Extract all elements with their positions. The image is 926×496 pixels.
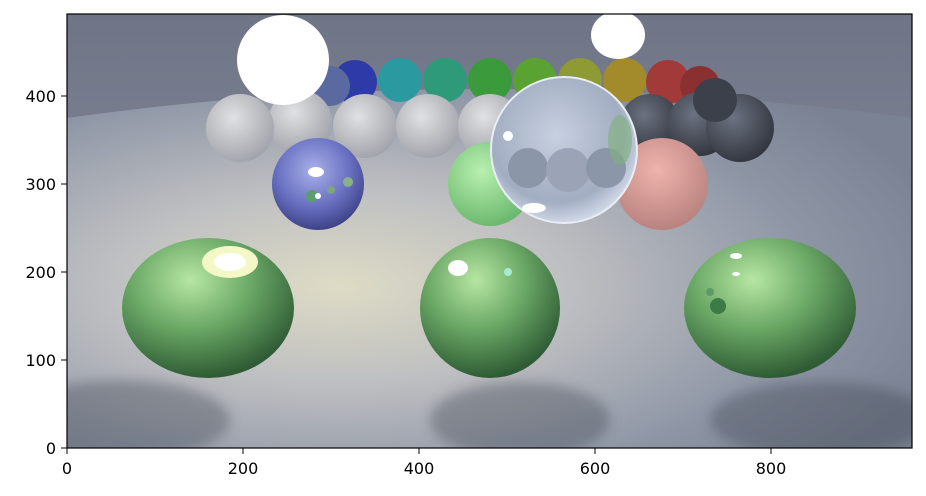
- clear-glass-sphere: [490, 76, 638, 224]
- y-tick-label: 200: [25, 263, 56, 282]
- middle-row-spheres: [206, 78, 774, 162]
- y-tick-label: 100: [25, 351, 56, 370]
- x-tick-label: 400: [404, 459, 435, 478]
- pink-sphere: [616, 138, 708, 230]
- green-glass-sphere-center: [420, 238, 560, 378]
- x-tick-label: 800: [756, 459, 787, 478]
- y-tick-label: 300: [25, 175, 56, 194]
- green-glass-sphere-left: [122, 238, 294, 378]
- light-source: [237, 15, 329, 105]
- x-tick-label: 0: [62, 459, 72, 478]
- x-tick-label: 600: [580, 459, 611, 478]
- y-axis: 0 100 200 300 400: [25, 87, 67, 458]
- green-glass-sphere-right: [684, 238, 856, 378]
- y-tick-label: 400: [25, 87, 56, 106]
- y-tick-label: 0: [46, 439, 56, 458]
- axes-frame: [66, 13, 913, 449]
- x-axis: 0 200 400 600 800: [62, 448, 786, 478]
- blue-glass-sphere: [272, 138, 364, 230]
- light-source: [591, 14, 645, 59]
- rendered-image: [67, 14, 912, 448]
- x-tick-label: 200: [228, 459, 259, 478]
